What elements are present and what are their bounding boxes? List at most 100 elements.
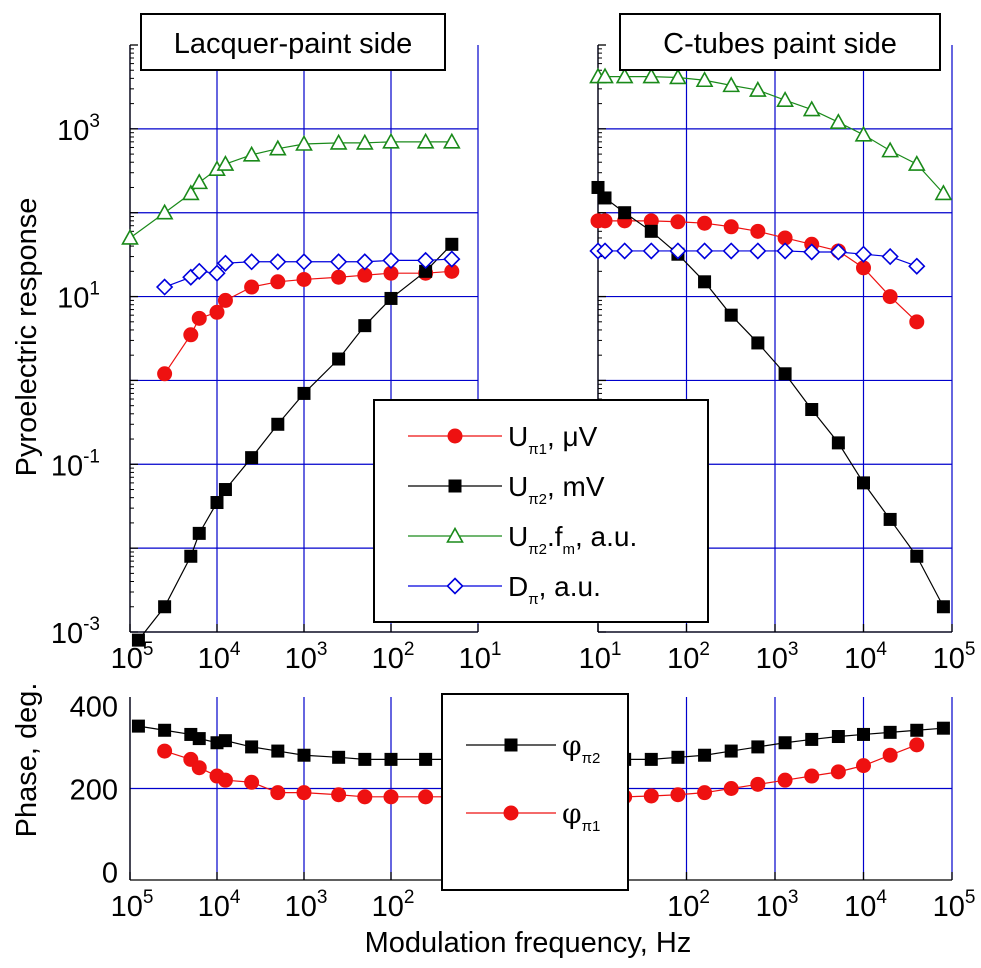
data-point bbox=[297, 386, 311, 400]
data-point bbox=[934, 184, 953, 201]
legend-marker bbox=[446, 526, 464, 543]
data-point bbox=[217, 772, 233, 788]
data-point bbox=[750, 776, 766, 792]
tick-label: 104 bbox=[844, 639, 887, 675]
data-point bbox=[908, 257, 926, 275]
data-point bbox=[155, 203, 174, 220]
x-tick-top-left: 104 bbox=[198, 639, 241, 675]
data-point bbox=[936, 600, 950, 614]
y-tick-top: 101 bbox=[57, 279, 100, 315]
legend-marker bbox=[447, 428, 463, 444]
data-point bbox=[384, 752, 398, 766]
data-point bbox=[854, 245, 873, 263]
data-point bbox=[245, 740, 259, 754]
tick-label: 103 bbox=[756, 887, 799, 923]
series-line bbox=[129, 141, 452, 239]
data-point bbox=[723, 219, 739, 235]
data-point bbox=[244, 279, 260, 295]
data-point bbox=[210, 496, 224, 510]
data-point bbox=[883, 725, 897, 739]
data-point bbox=[909, 737, 925, 753]
y-axis-title-bottom: Phase, deg. bbox=[11, 683, 43, 838]
x-tick-top-left: 101 bbox=[459, 639, 502, 675]
legend-marker bbox=[446, 577, 464, 595]
data-point bbox=[778, 736, 792, 750]
data-point bbox=[191, 310, 207, 326]
data-point bbox=[271, 417, 285, 431]
data-point bbox=[192, 732, 206, 746]
data-point bbox=[805, 732, 819, 746]
x-tick-bottom-left: 105 bbox=[111, 887, 154, 923]
tick-label: 105 bbox=[933, 887, 976, 923]
data-point bbox=[670, 787, 686, 803]
data-point bbox=[695, 242, 714, 260]
data-point bbox=[618, 206, 632, 220]
legend-label: Uπ2, mV bbox=[508, 471, 605, 508]
data-point bbox=[158, 600, 172, 614]
data-point bbox=[596, 242, 614, 260]
x-tick-bottom-right: 103 bbox=[756, 887, 799, 923]
data-point bbox=[244, 774, 260, 790]
data-point bbox=[190, 262, 208, 280]
legend-label: Uπ1, μV bbox=[508, 421, 598, 458]
data-point bbox=[295, 253, 313, 271]
data-point bbox=[803, 243, 821, 261]
data-point bbox=[724, 308, 738, 322]
tick-label: 101 bbox=[57, 279, 100, 315]
data-point bbox=[191, 760, 207, 776]
data-point bbox=[155, 278, 174, 296]
data-point bbox=[218, 483, 232, 497]
x-axis-title: Modulation frequency, Hz bbox=[365, 927, 692, 959]
legend-item: Uπ2, mV bbox=[408, 471, 605, 508]
data-point bbox=[131, 633, 145, 647]
data-point bbox=[882, 289, 898, 305]
series-line bbox=[598, 75, 944, 194]
data-point bbox=[698, 748, 712, 762]
tick-label: 10-3 bbox=[51, 614, 100, 650]
data-point bbox=[190, 173, 209, 190]
data-point bbox=[442, 132, 461, 149]
data-point bbox=[882, 747, 898, 763]
data-point bbox=[831, 730, 845, 744]
frame-layer bbox=[129, 44, 953, 881]
data-point bbox=[776, 90, 794, 107]
legend-label: φπ2 bbox=[562, 729, 600, 767]
data-point bbox=[242, 145, 261, 162]
x-tick-top-left: 103 bbox=[285, 639, 328, 675]
data-point bbox=[242, 253, 261, 271]
legend-bottom-box bbox=[441, 693, 629, 891]
x-tick-top-right: 104 bbox=[844, 639, 887, 675]
data-point bbox=[829, 243, 847, 261]
tick-label: 101 bbox=[579, 639, 622, 675]
data-point bbox=[382, 132, 400, 149]
data-point bbox=[616, 242, 634, 260]
data-point bbox=[749, 242, 767, 260]
data-point bbox=[416, 251, 435, 270]
data-point bbox=[332, 352, 346, 366]
y-tick-top: 103 bbox=[57, 111, 100, 147]
data-point bbox=[295, 134, 313, 151]
data-point bbox=[856, 260, 871, 276]
legend-label: Uπ2.fm, a.u. bbox=[508, 521, 637, 558]
tick-label: 104 bbox=[844, 887, 887, 923]
data-point bbox=[644, 224, 658, 238]
data-point bbox=[384, 291, 398, 305]
tick-label: 102 bbox=[372, 887, 415, 923]
data-point bbox=[296, 785, 312, 801]
y-axis-title-top: Pyroelectric response bbox=[11, 198, 43, 477]
tick-label: 101 bbox=[459, 639, 502, 675]
data-point bbox=[270, 274, 286, 290]
series-layer bbox=[121, 67, 953, 805]
x-tick-bottom-right: 105 bbox=[933, 887, 976, 923]
data-point bbox=[297, 748, 311, 762]
data-point bbox=[695, 71, 714, 88]
panel-label-right: C-tubes paint side bbox=[619, 13, 941, 71]
data-point bbox=[216, 254, 235, 272]
legend-marker bbox=[503, 805, 519, 821]
tick-label: 105 bbox=[111, 887, 154, 923]
data-point bbox=[216, 154, 235, 171]
data-point bbox=[296, 271, 312, 287]
data-point bbox=[382, 251, 400, 270]
data-point bbox=[936, 721, 950, 735]
x-tick-bottom-left: 102 bbox=[372, 887, 415, 923]
